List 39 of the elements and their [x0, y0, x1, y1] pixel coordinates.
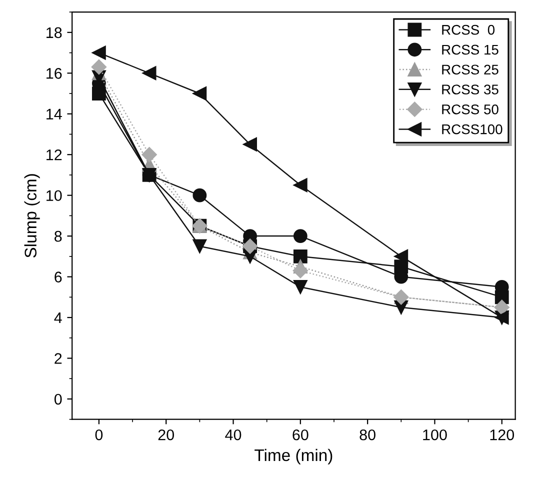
y-tick-label: 6 — [54, 272, 62, 282]
point — [192, 188, 207, 202]
y-tick-label: 4 — [54, 312, 62, 324]
x-tick-label: 120 — [490, 429, 514, 440]
point — [243, 137, 257, 152]
point — [92, 46, 106, 60]
point — [394, 249, 408, 264]
y-tick-label: 0 — [54, 394, 62, 405]
y-tick-label: 16 — [46, 68, 62, 79]
legend-label: RCSS 50 — [442, 104, 498, 114]
legend-label: RCSS100 — [442, 124, 502, 134]
y-tick-label: 14 — [46, 108, 62, 120]
x-axis-title: Time (min) — [254, 448, 332, 464]
x-tick-label: 20 — [158, 429, 174, 440]
y-tick-label: 10 — [46, 190, 62, 202]
point — [142, 147, 157, 162]
y-tick-label: 18 — [46, 27, 62, 38]
x-tick-label: 100 — [423, 429, 447, 440]
point — [293, 249, 308, 264]
point — [293, 178, 308, 192]
point — [192, 86, 207, 100]
legend-label: RCSS 35 — [442, 84, 498, 94]
y-tick-label: 2 — [54, 353, 62, 364]
point — [292, 263, 308, 278]
y-axis-title: Slump (cm) — [24, 174, 40, 258]
x-tick-label: 40 — [225, 429, 242, 440]
legend-label: RCSS 0 — [442, 24, 495, 35]
x-tick-label: 60 — [292, 429, 308, 440]
point — [293, 280, 308, 294]
legend-label: RCSS 15 — [442, 44, 498, 55]
legend-label: RCSS 25 — [442, 64, 498, 75]
y-tick-label: 12 — [46, 149, 62, 160]
point — [192, 239, 207, 254]
y-tick-label: 8 — [54, 230, 62, 242]
point — [91, 59, 107, 75]
point — [293, 229, 308, 244]
point — [142, 66, 156, 80]
x-tick-label: 80 — [360, 429, 376, 440]
x-tick-label: 0 — [95, 429, 103, 440]
